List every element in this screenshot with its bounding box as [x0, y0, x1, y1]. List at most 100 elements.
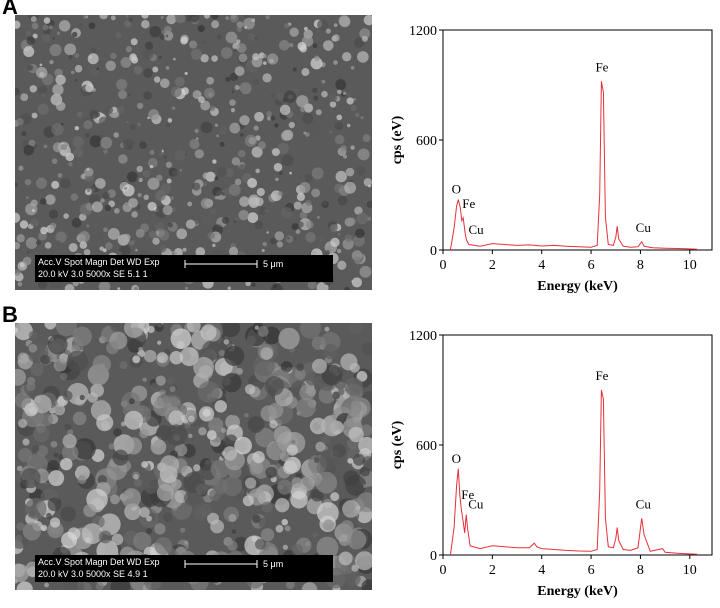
particle: [110, 52, 117, 60]
particle: [296, 397, 316, 418]
particle: [84, 537, 91, 544]
particle: [167, 222, 173, 228]
particle: [305, 372, 320, 386]
particle: [218, 349, 225, 357]
particle: [227, 286, 232, 290]
particle: [62, 434, 77, 449]
particle: [133, 286, 139, 290]
particle: [281, 154, 294, 167]
particle: [234, 89, 243, 99]
particle: [234, 436, 252, 455]
particle: [350, 397, 371, 418]
particle: [143, 68, 153, 78]
particle: [169, 351, 183, 365]
particle: [61, 531, 78, 548]
particle: [111, 533, 124, 546]
particle: [347, 457, 354, 464]
particle: [49, 222, 57, 230]
particle: [291, 439, 296, 445]
sem-header: Acc.V Spot Magn Det WD Exp: [38, 257, 160, 267]
particle: [98, 400, 108, 409]
particle: [361, 35, 368, 42]
particle: [43, 144, 48, 149]
particle: [40, 354, 51, 365]
particle: [96, 67, 100, 71]
particle: [48, 25, 53, 30]
particle: [23, 46, 35, 58]
particle: [120, 279, 133, 290]
particle: [52, 84, 64, 96]
particle: [28, 330, 38, 340]
particle: [42, 24, 49, 31]
particle: [129, 53, 138, 62]
particle: [47, 497, 62, 512]
particle: [159, 455, 180, 475]
particle: [68, 54, 73, 59]
particle: [234, 85, 240, 91]
particle: [165, 424, 188, 446]
particle: [204, 15, 210, 19]
particle: [280, 207, 293, 219]
particle: [225, 76, 231, 82]
particle: [317, 19, 328, 31]
particle: [74, 125, 80, 131]
particle: [35, 240, 42, 246]
particle: [58, 20, 71, 32]
particle: [234, 217, 238, 221]
particle: [284, 23, 290, 29]
particle: [143, 91, 152, 100]
particle: [49, 59, 54, 65]
particle: [228, 183, 241, 196]
particle: [210, 459, 230, 479]
particle: [174, 443, 188, 457]
particle: [200, 100, 211, 111]
particle: [236, 21, 244, 28]
particle: [251, 212, 255, 216]
particle: [148, 109, 160, 120]
particle: [258, 141, 266, 150]
particle: [98, 280, 111, 290]
spectrum-line: [449, 81, 698, 251]
particle: [163, 25, 172, 34]
particle: [148, 230, 157, 239]
particle: [346, 123, 351, 128]
particle: [117, 287, 121, 290]
panel-label: B: [2, 302, 18, 327]
particle: [262, 73, 272, 83]
particle: [214, 176, 219, 181]
particle: [57, 172, 63, 178]
particle: [311, 336, 326, 351]
particle: [336, 366, 344, 374]
x-axis-label: Energy (keV): [537, 584, 618, 599]
particle: [236, 492, 244, 500]
particle: [16, 465, 23, 472]
particle: [200, 54, 209, 63]
particle: [256, 187, 265, 197]
plot-frame: [442, 334, 713, 556]
particle: [227, 194, 231, 198]
particle: [353, 97, 356, 101]
particle: [19, 262, 25, 268]
particle: [335, 379, 346, 390]
particle: [230, 108, 236, 113]
particle: [211, 15, 219, 20]
y-axis-label: cps (eV): [390, 420, 405, 469]
particle: [155, 222, 165, 232]
particle: [246, 335, 257, 346]
particle: [351, 277, 363, 288]
particle: [60, 457, 73, 471]
particle: [81, 523, 103, 545]
particle: [332, 391, 340, 400]
particle: [171, 207, 177, 212]
particle: [38, 85, 48, 95]
particle: [74, 465, 90, 481]
particle: [184, 422, 191, 429]
particle: [195, 483, 207, 495]
scale-label: 5 μm: [263, 559, 283, 569]
particle: [340, 145, 347, 152]
particle: [303, 131, 307, 135]
particle: [74, 79, 78, 82]
particle: [278, 190, 284, 197]
particle: [94, 112, 101, 118]
particle: [269, 420, 278, 429]
